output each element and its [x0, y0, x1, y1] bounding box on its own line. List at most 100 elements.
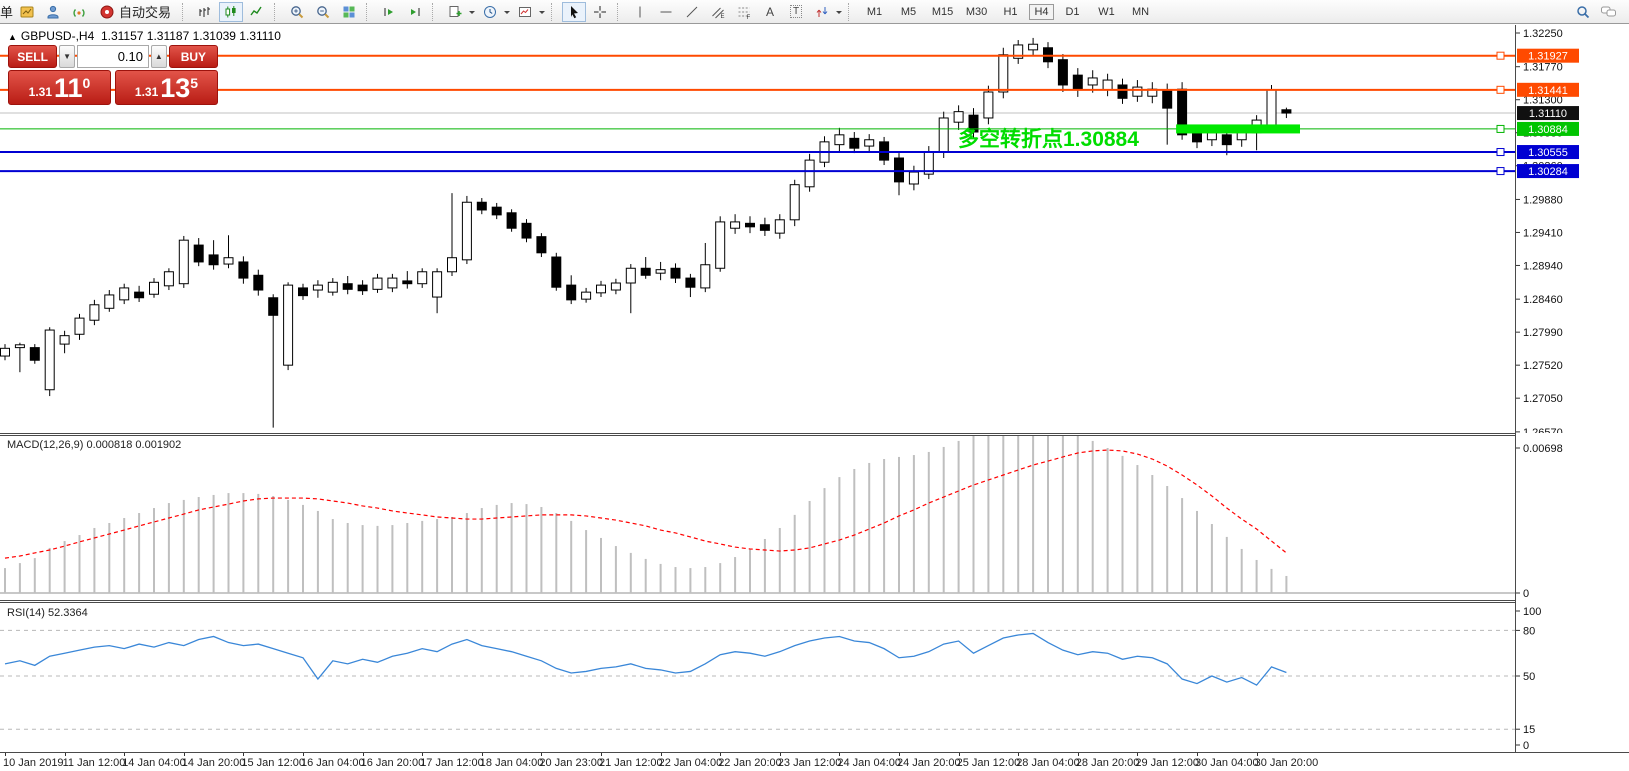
- timeframe-h4-button[interactable]: H4: [1029, 3, 1055, 20]
- zoom-out-icon[interactable]: [311, 2, 335, 22]
- candle-body: [476, 201, 487, 211]
- price-axis-tick: 1.27520: [1523, 360, 1563, 372]
- signals-icon[interactable]: [67, 2, 91, 22]
- price-chart-area[interactable]: 多空转折点1.308841.322501.317701.313001.30830…: [0, 25, 1629, 433]
- buy-button[interactable]: BUY: [168, 45, 218, 68]
- autotrade-button[interactable]: 自动交易: [93, 2, 177, 22]
- time-axis-label: 15 Jan 12:00: [241, 757, 306, 769]
- timeframe-m5-button[interactable]: M5: [900, 5, 917, 18]
- timeframe-mn-button[interactable]: MN: [1131, 5, 1150, 18]
- new-order-button[interactable]: 单: [0, 5, 13, 20]
- new-order-doc-icon[interactable]: [443, 2, 467, 22]
- candle-body: [998, 54, 1009, 93]
- equidistant-channel-icon[interactable]: E: [706, 2, 730, 22]
- candle-body: [193, 244, 204, 263]
- time-axis-tick: [1077, 753, 1079, 756]
- timeframe-m30-button[interactable]: M30: [965, 5, 988, 18]
- fibonacci-icon[interactable]: F: [732, 2, 756, 22]
- tile-windows-icon[interactable]: [337, 2, 361, 22]
- candle-body: [29, 347, 40, 361]
- timeframe-d1-button[interactable]: D1: [1065, 5, 1080, 18]
- panel-splitter-rsi[interactable]: [0, 600, 1515, 603]
- buy-price-big: 13: [160, 73, 191, 103]
- buy-price-small: 1.31: [134, 85, 159, 99]
- cursor-icon[interactable]: [562, 1, 587, 22]
- toolbar: 单 自动交易 E F A T M1 M5 M15: [0, 0, 1629, 24]
- volume-input[interactable]: [77, 45, 149, 68]
- candle-body: [163, 271, 174, 287]
- buy-price-box[interactable]: 1.31 13 5: [115, 70, 218, 105]
- template-icon[interactable]: [513, 2, 537, 22]
- text-label-icon[interactable]: T: [784, 2, 808, 22]
- sell-price-box[interactable]: 1.31 11 0: [8, 70, 111, 105]
- new-chart-icon[interactable]: [15, 2, 39, 22]
- arrows-icon[interactable]: [810, 2, 834, 22]
- candle-body: [864, 139, 875, 147]
- candlestick-chart-icon[interactable]: [219, 1, 244, 22]
- horizontal-line-icon[interactable]: [654, 2, 678, 22]
- level-price-label: 1.31927: [1528, 51, 1568, 63]
- svg-text:F: F: [747, 15, 751, 20]
- price-axis-tick: 1.28460: [1523, 294, 1563, 306]
- profiles-icon[interactable]: [41, 2, 65, 22]
- candle-body: [745, 222, 755, 228]
- current-price-label: 1.31110: [1529, 108, 1567, 120]
- time-axis[interactable]: 10 Jan 2019 11 Jan 12:00 14 Jan 04:00 14 Ja…: [0, 752, 1629, 771]
- candle-body: [387, 277, 398, 289]
- panel-splitter-macd[interactable]: [0, 433, 1515, 436]
- search-icon[interactable]: [1571, 2, 1595, 22]
- candle-body: [1087, 77, 1098, 86]
- candle-body: [879, 141, 890, 161]
- vertical-line-icon[interactable]: [628, 2, 652, 22]
- volume-down-button[interactable]: ▼: [59, 45, 75, 68]
- timeframe-m15-button[interactable]: M15: [931, 5, 954, 18]
- candle-body: [298, 287, 308, 297]
- trendline-icon[interactable]: [680, 2, 704, 22]
- rsi-panel-area[interactable]: 100 80 50 15 0: [0, 603, 1629, 752]
- time-axis-label: 16 Jan 04:00: [301, 757, 365, 769]
- volume-up-button[interactable]: ▲: [151, 45, 167, 68]
- candle-body: [759, 224, 770, 231]
- candle-body: [581, 291, 592, 300]
- autotrade-icon: [100, 5, 114, 18]
- line-chart-icon[interactable]: [245, 2, 269, 22]
- new-order-dropdown-icon[interactable]: [469, 11, 476, 17]
- candle-body: [312, 284, 323, 291]
- time-axis-tick: [243, 753, 245, 756]
- sell-button[interactable]: SELL: [8, 45, 58, 68]
- period-dropdown-icon[interactable]: [504, 11, 511, 17]
- arrows-dropdown-icon[interactable]: [836, 11, 843, 17]
- crosshair-icon[interactable]: [588, 2, 612, 22]
- chat-icon[interactable]: [1597, 2, 1621, 22]
- time-axis-tick: [1137, 753, 1139, 756]
- time-axis-tick: [5, 753, 6, 756]
- candle-body: [908, 171, 919, 185]
- time-axis-label: 11 Jan 12:00: [62, 757, 126, 769]
- timeframe-m1-button[interactable]: M1: [866, 5, 883, 18]
- timeframe-w1-button[interactable]: W1: [1098, 5, 1115, 18]
- bar-chart-icon[interactable]: [193, 2, 217, 22]
- candle-body: [208, 254, 219, 266]
- macd-panel-area[interactable]: 0.00698 0: [0, 436, 1629, 600]
- time-axis-tick: [541, 753, 543, 756]
- candle-body: [506, 212, 517, 229]
- candle-body: [789, 184, 800, 221]
- candle-body: [715, 221, 726, 269]
- time-axis-tick: [362, 753, 364, 756]
- candle-body: [491, 206, 502, 216]
- text-icon[interactable]: A: [766, 4, 775, 19]
- auto-scroll-icon[interactable]: [377, 2, 401, 22]
- candle-body: [655, 269, 666, 274]
- template-dropdown-icon[interactable]: [539, 11, 546, 17]
- chart-shift-icon[interactable]: [403, 2, 427, 22]
- candle-body: [1266, 89, 1277, 129]
- zoom-in-icon[interactable]: [285, 2, 309, 22]
- candle-body: [730, 221, 741, 229]
- toolbar-separator: [432, 2, 438, 21]
- level-price-label: 1.30884: [1528, 124, 1568, 136]
- candle-body: [1057, 59, 1068, 86]
- timeframe-h1-button[interactable]: H1: [1003, 5, 1018, 18]
- period-clock-icon[interactable]: [478, 2, 502, 22]
- price-axis-tick: 1.27990: [1523, 327, 1563, 339]
